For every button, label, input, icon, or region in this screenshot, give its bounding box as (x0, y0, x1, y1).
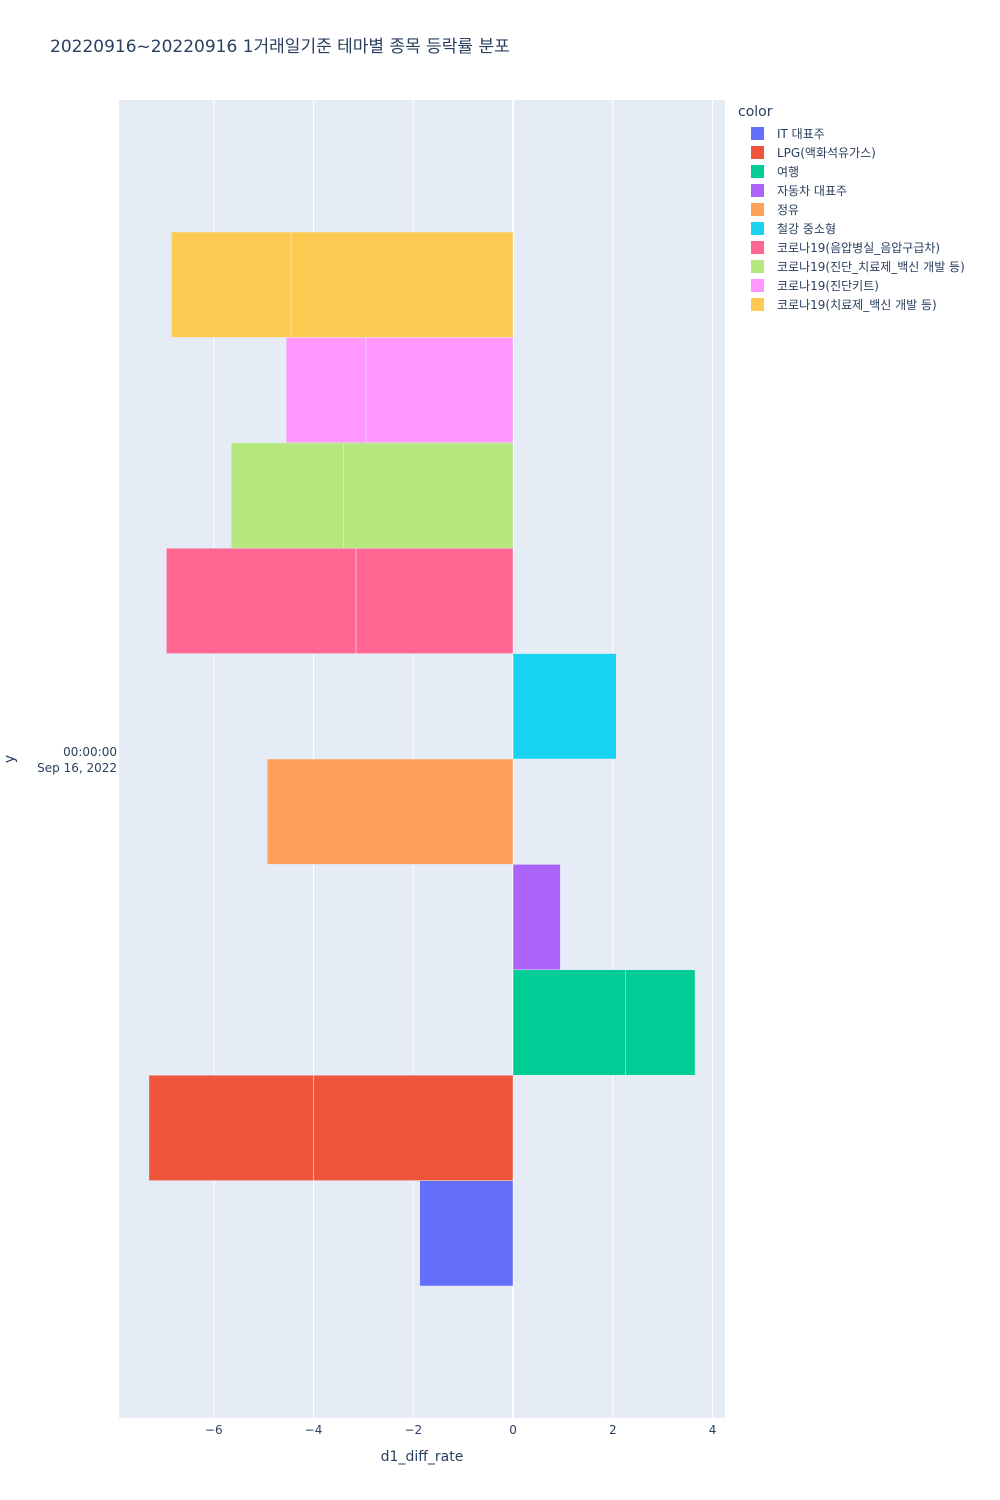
bars (148, 231, 696, 1287)
legend-label: 철강 중소형 (777, 222, 837, 236)
legend-item[interactable]: 코로나19(음압병실_음압구급차) (738, 238, 965, 257)
bar-segment[interactable] (512, 969, 626, 1076)
x-axis-ticks: −6 −4 −2 0 2 4 (205, 1423, 716, 1437)
legend-label: LPG(액화석유가스) (777, 146, 876, 160)
bar-segment[interactable] (624, 969, 696, 1076)
legend-label: 여행 (777, 165, 800, 179)
x-tick-label: −6 (205, 1423, 223, 1437)
legend-swatch (751, 184, 764, 197)
bar-segment[interactable] (355, 547, 514, 654)
legend-item[interactable]: 정유 (738, 200, 965, 219)
legend-item[interactable]: 자동차 대표주 (738, 181, 965, 200)
bar-segment[interactable] (512, 653, 617, 760)
y-axis-title: y (2, 755, 18, 763)
y-tick-label-date: Sep 16, 2022 (37, 761, 117, 775)
legend-label: IT 대표주 (777, 127, 825, 141)
legend-swatch (751, 165, 764, 178)
bar-segment[interactable] (290, 231, 514, 338)
legend-label: 코로나19(음압병실_음압구급차) (777, 241, 941, 255)
x-tick-label: 0 (509, 1423, 517, 1437)
legend-label: 정유 (777, 203, 800, 217)
bar-segment[interactable] (148, 1074, 314, 1181)
legend-title: color (738, 104, 773, 120)
legend-label: 자동차 대표주 (777, 184, 848, 198)
bar-segment[interactable] (266, 758, 514, 865)
bar-segment[interactable] (343, 442, 514, 549)
legend-swatch (751, 127, 764, 140)
x-tick-label: −2 (404, 1423, 422, 1437)
legend-swatch (751, 298, 764, 311)
y-tick-label-time: 00:00:00 (63, 745, 117, 759)
bar-segment[interactable] (230, 442, 344, 549)
legend-swatch (751, 146, 764, 159)
bar-segment[interactable] (512, 864, 561, 971)
legend-item[interactable]: 코로나19(진단_치료제_백신 개발 등) (738, 257, 965, 276)
bar-segment[interactable] (365, 337, 514, 444)
chart-title: 20220916~20220916 1거래일기준 테마별 종목 등락률 분포 (50, 37, 510, 57)
legend-swatch (751, 279, 764, 292)
legend-swatch (751, 260, 764, 273)
bar-segment[interactable] (419, 1180, 514, 1287)
legend-swatch (751, 203, 764, 216)
x-tick-label: 4 (709, 1423, 717, 1437)
legend-item[interactable]: LPG(액화석유가스) (738, 143, 965, 162)
legend-item[interactable]: 코로나19(치료제_백신 개발 등) (738, 295, 965, 314)
bar-segment[interactable] (166, 547, 357, 654)
legend-item[interactable]: IT 대표주 (738, 124, 965, 143)
legend-item[interactable]: 철강 중소형 (738, 219, 965, 238)
x-tick-label: −4 (305, 1423, 323, 1437)
legend-swatch (751, 241, 764, 254)
legend-swatch (751, 222, 764, 235)
x-axis-title: d1_diff_rate (381, 1449, 464, 1465)
legend-label: 코로나19(진단키트) (777, 279, 879, 293)
legend-item[interactable]: 코로나19(진단키트) (738, 276, 965, 295)
x-tick-label: 2 (609, 1423, 617, 1437)
legend-label: 코로나19(진단_치료제_백신 개발 등) (777, 260, 965, 274)
bar-segment[interactable] (313, 1074, 514, 1181)
legend-item[interactable]: 여행 (738, 162, 965, 181)
bar-segment[interactable] (285, 337, 367, 444)
legend-label: 코로나19(치료제_백신 개발 등) (777, 298, 937, 312)
bar-segment[interactable] (171, 231, 292, 338)
